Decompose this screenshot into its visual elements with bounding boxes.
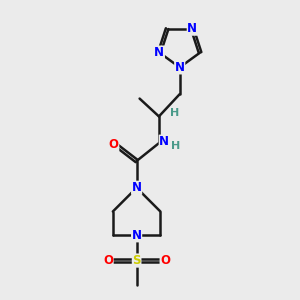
Text: O: O	[103, 254, 113, 267]
Text: S: S	[132, 254, 141, 267]
Text: O: O	[160, 254, 170, 267]
Text: N: N	[187, 22, 197, 35]
Text: H: H	[171, 141, 180, 151]
Text: O: O	[109, 138, 119, 151]
Text: N: N	[154, 46, 164, 59]
Text: N: N	[175, 61, 185, 74]
Text: N: N	[159, 135, 169, 148]
Text: N: N	[132, 229, 142, 242]
Text: N: N	[132, 181, 142, 194]
Text: H: H	[170, 108, 179, 118]
